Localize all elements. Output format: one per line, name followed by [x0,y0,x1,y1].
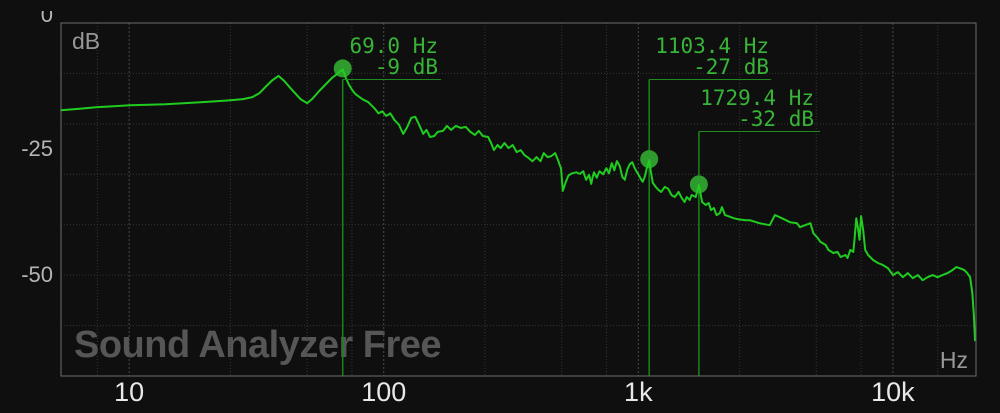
peak-frequency-value: 1103.4 Hz [655,34,769,58]
spectrum-curve [60,68,976,342]
peak-level-value: -9 dB [374,55,438,79]
x-tick-label: 100 [361,377,407,407]
plot-border [60,22,977,377]
x-axis-unit-label: Hz [939,347,968,373]
y-tick-label: -25 [21,136,53,162]
y-axis-unit-label: dB [72,28,101,54]
x-tick-label: 10k [871,377,915,407]
peak-level-value: -27 dB [693,55,769,79]
x-tick-label: 10 [114,377,145,407]
peak-marker-label: 69.0 Hz -9 dB [349,36,438,78]
y-tick-label: -50 [21,262,53,288]
x-tick-label: 1k [624,377,653,407]
peak-level-value: -32 dB [738,107,814,131]
peak-frequency-value: 1729.4 Hz [700,86,814,110]
y-tick-label: 0 [0,11,53,23]
y-tick-zero-clipped: 0 [0,11,53,23]
watermark: Sound Analyzer Free [74,324,442,366]
peak-frequency-value: 69.0 Hz [349,34,438,58]
peak-marker-label: 1729.4 Hz -32 dB [700,88,814,130]
peak-marker-dot[interactable] [640,150,659,169]
peak-marker-label: 1103.4 Hz -27 dB [655,36,769,78]
